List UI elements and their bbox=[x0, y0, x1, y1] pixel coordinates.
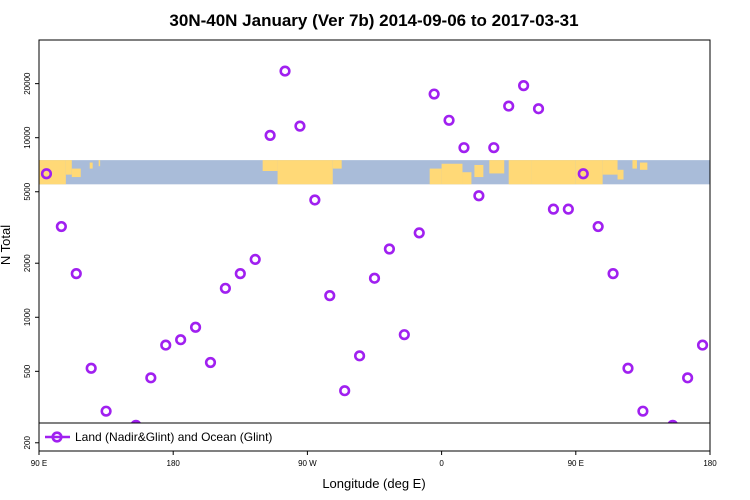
legend-marker-icon bbox=[51, 431, 63, 443]
legend-box bbox=[38, 422, 711, 452]
data-point bbox=[518, 80, 530, 92]
map-land bbox=[65, 160, 72, 175]
data-point bbox=[324, 290, 336, 302]
y-tick-label: 500 bbox=[23, 364, 32, 378]
y-axis-label: N Total bbox=[0, 225, 13, 265]
data-point bbox=[562, 203, 574, 215]
map-land bbox=[632, 160, 637, 169]
data-point bbox=[443, 114, 455, 126]
x-tick-label: 180 bbox=[703, 459, 717, 468]
data-point bbox=[189, 321, 202, 333]
y-tick-label: 20000 bbox=[23, 72, 32, 95]
world-map-band bbox=[39, 160, 710, 185]
data-point bbox=[488, 142, 500, 154]
y-tick-label: 2000 bbox=[23, 254, 32, 272]
data-point bbox=[547, 203, 560, 215]
map-land bbox=[277, 160, 333, 185]
data-point bbox=[696, 339, 709, 351]
map-land bbox=[474, 164, 484, 178]
x-tick-label: 180 bbox=[167, 459, 181, 468]
data-points bbox=[40, 65, 709, 445]
map-land bbox=[332, 160, 342, 169]
map-land bbox=[429, 168, 442, 185]
x-tick-label: 90 W bbox=[298, 459, 317, 468]
data-point bbox=[607, 268, 619, 280]
y-tick-label: 1000 bbox=[23, 308, 32, 326]
y-axis: 200 500 1000 2000 5000 10000 20000 bbox=[23, 72, 39, 449]
chart-title: 30N-40N January (Ver 7b) 2014-09-06 to 2… bbox=[169, 11, 578, 30]
map-land bbox=[617, 169, 624, 180]
map-land bbox=[98, 160, 101, 167]
data-point bbox=[309, 194, 321, 206]
data-point bbox=[204, 356, 217, 369]
data-point bbox=[637, 405, 649, 417]
x-tick-label: 0 bbox=[439, 459, 444, 468]
data-point bbox=[85, 362, 97, 374]
data-point bbox=[70, 268, 82, 280]
map-land bbox=[602, 160, 618, 175]
data-point bbox=[577, 168, 589, 180]
data-point bbox=[264, 129, 276, 141]
map-land bbox=[489, 160, 505, 174]
data-point bbox=[458, 142, 470, 154]
plot-frame bbox=[38, 39, 711, 452]
map-land bbox=[639, 162, 648, 170]
y-tick-label: 5000 bbox=[23, 182, 32, 200]
x-axis-label: Longitude (deg E) bbox=[322, 476, 425, 491]
data-point bbox=[175, 334, 187, 346]
data-point bbox=[682, 372, 694, 384]
data-point bbox=[219, 282, 231, 294]
data-point bbox=[294, 120, 306, 132]
data-point bbox=[100, 405, 112, 417]
data-point bbox=[503, 100, 515, 112]
data-point bbox=[234, 268, 246, 280]
map-land bbox=[531, 160, 576, 185]
data-point bbox=[398, 329, 410, 341]
data-point bbox=[145, 372, 157, 384]
map-land bbox=[462, 172, 472, 185]
map-land bbox=[71, 168, 81, 178]
map-land bbox=[89, 162, 93, 169]
y-tick-label: 200 bbox=[23, 436, 32, 450]
map-land bbox=[441, 163, 463, 185]
data-point bbox=[622, 362, 634, 374]
data-point bbox=[592, 220, 604, 233]
data-point bbox=[279, 65, 291, 77]
legend: Land (Nadir&Glint) and Ocean (Glint) bbox=[38, 422, 711, 452]
map-land bbox=[262, 160, 278, 172]
legend-label: Land (Nadir&Glint) and Ocean (Glint) bbox=[75, 430, 272, 444]
data-point bbox=[353, 350, 366, 362]
data-point bbox=[339, 385, 351, 397]
data-point bbox=[368, 272, 381, 284]
data-point bbox=[532, 103, 545, 115]
data-point bbox=[55, 220, 67, 233]
x-tick-label: 90 E bbox=[568, 459, 584, 468]
map-land bbox=[508, 160, 532, 185]
data-point bbox=[160, 339, 172, 351]
data-point bbox=[40, 168, 53, 180]
data-point bbox=[473, 190, 485, 202]
data-point bbox=[249, 253, 261, 266]
y-tick-label: 10000 bbox=[23, 126, 32, 149]
x-tick-label: 90 E bbox=[31, 459, 47, 468]
data-point bbox=[413, 227, 425, 239]
data-point bbox=[428, 88, 440, 100]
x-axis: 90 E 180 90 W 0 90 E 180 bbox=[31, 451, 717, 468]
data-point bbox=[383, 243, 396, 255]
